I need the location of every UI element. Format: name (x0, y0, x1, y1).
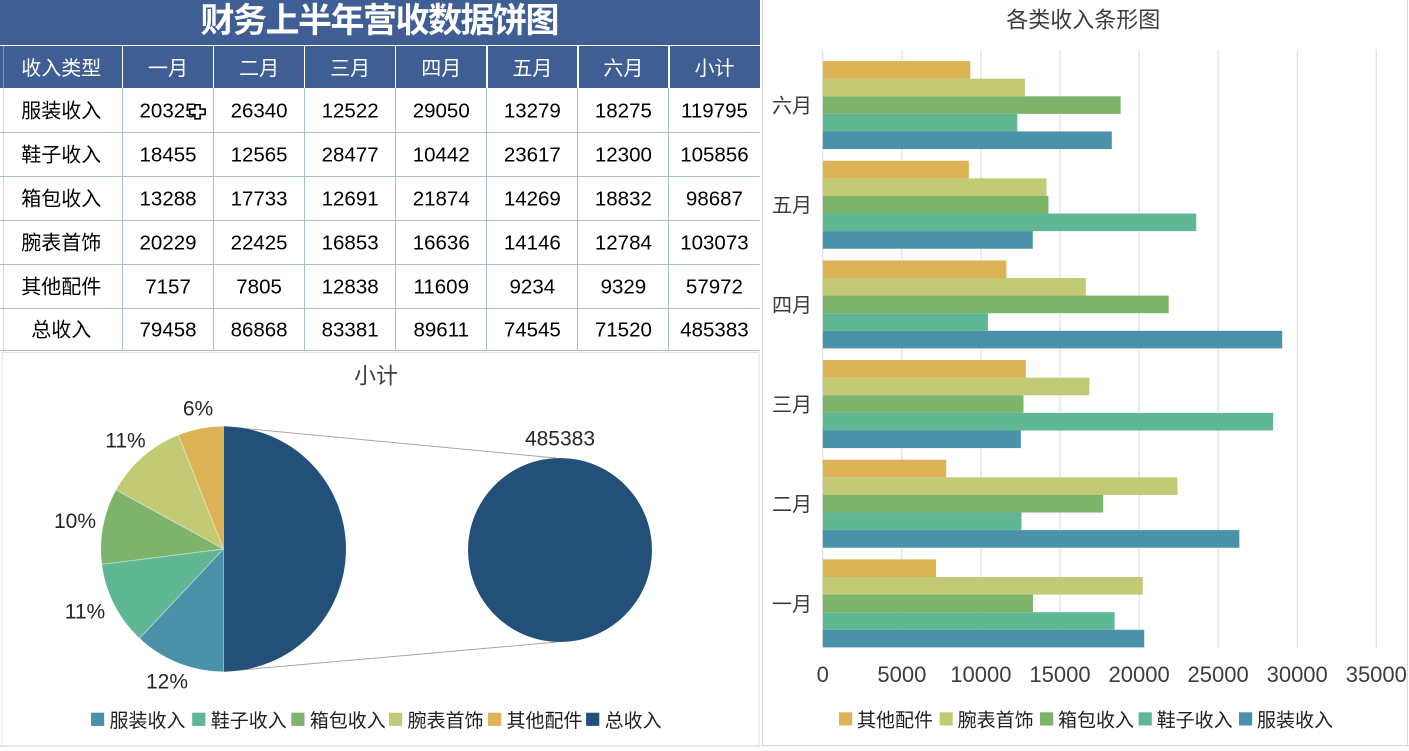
svg-text:三月: 三月 (772, 389, 812, 418)
svg-text:5000: 5000 (877, 657, 926, 689)
svg-text:25000: 25000 (1188, 657, 1249, 689)
svg-text:30000: 30000 (1267, 657, 1328, 689)
svg-text:总收入: 总收入 (605, 706, 662, 733)
svg-text:其他配件: 其他配件 (507, 706, 583, 733)
svg-text:20000: 20000 (1109, 657, 1170, 689)
svg-text:12%: 12% (146, 665, 188, 695)
svg-text:腕表首饰: 腕表首饰 (408, 706, 484, 733)
svg-text:0: 0 (817, 657, 829, 689)
svg-text:其他配件: 其他配件 (857, 705, 933, 732)
svg-text:箱包收入: 箱包收入 (310, 706, 386, 733)
svg-text:11%: 11% (105, 424, 145, 454)
svg-text:六月: 六月 (772, 90, 812, 119)
svg-text:10000: 10000 (950, 657, 1011, 689)
svg-text:四月: 四月 (772, 289, 812, 318)
svg-text:485383: 485383 (525, 422, 595, 452)
svg-text:鞋子收入: 鞋子收入 (211, 706, 287, 733)
svg-text:服装收入: 服装收入 (110, 706, 186, 733)
svg-text:小计: 小计 (354, 359, 398, 391)
svg-text:二月: 二月 (772, 488, 812, 517)
svg-text:6%: 6% (183, 392, 213, 422)
svg-text:五月: 五月 (772, 189, 812, 218)
svg-text:各类收入条形图: 各类收入条形图 (1006, 3, 1160, 35)
svg-text:15000: 15000 (1029, 657, 1090, 689)
svg-text:一月: 一月 (772, 588, 812, 617)
svg-text:10%: 10% (54, 505, 96, 535)
svg-text:11%: 11% (65, 595, 105, 625)
svg-text:腕表首饰: 腕表首饰 (958, 705, 1034, 732)
svg-text:箱包收入: 箱包收入 (1058, 705, 1134, 732)
svg-text:35000: 35000 (1346, 657, 1407, 689)
svg-text:服装收入: 服装收入 (1257, 705, 1333, 732)
svg-text:鞋子收入: 鞋子收入 (1157, 705, 1233, 732)
